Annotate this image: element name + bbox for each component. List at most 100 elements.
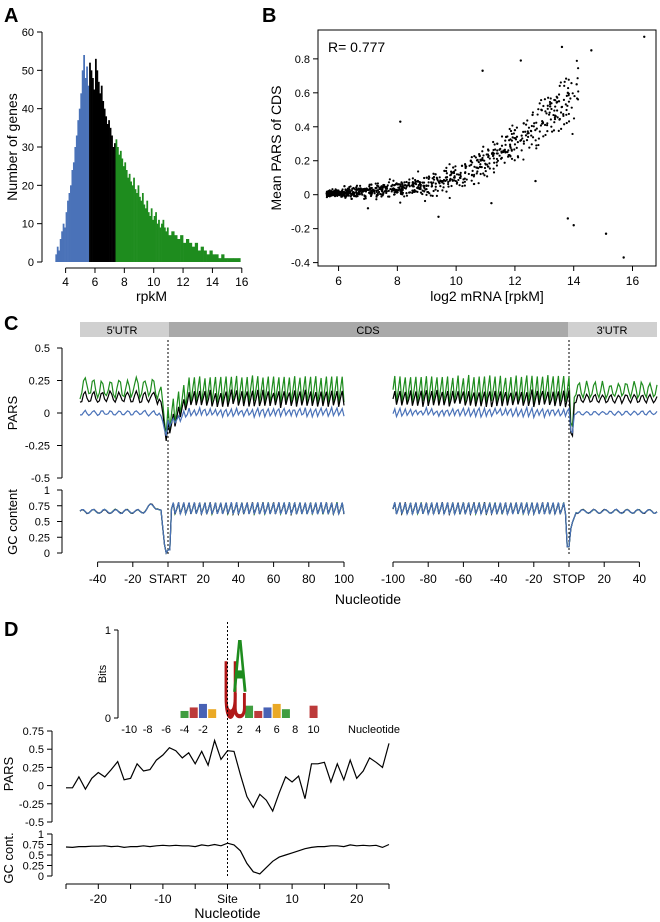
logo-y-title: Bits [97,664,109,683]
histogram-bar [224,258,228,262]
histogram-bar [117,147,119,262]
scatter-point [441,181,444,184]
region-label-cds: CDS [356,325,379,337]
scatter-point [411,181,414,184]
scatter-point [565,108,568,112]
pars-y-tick-label: 0.5 [35,343,50,355]
scatter-point [500,151,503,154]
scatter-point [567,86,570,90]
scatter-point [509,129,513,133]
histogram-bar [130,181,132,262]
scatter-point [519,59,522,62]
histogram-bar [96,70,99,262]
scatter-point [487,155,490,159]
logo-x-tick-label: 4 [255,724,261,736]
scatter-point [425,176,428,179]
scatter-point [399,201,402,204]
right-x-tick-label: -60 [455,572,473,586]
scatter-point [463,184,466,187]
scatter-point [550,130,554,133]
scatter-point [455,182,458,185]
panel-label-c: C [4,313,18,335]
pars-line-right-mid [392,389,658,439]
x-tick-label: 14 [206,275,220,289]
scatter-point [333,193,336,196]
logo-letter-small [245,705,254,718]
scatter-point [509,155,512,158]
scatter-point [346,194,349,197]
histogram-bar [119,150,122,262]
scatter-point [567,120,571,123]
pars-y-tick-label: 0 [44,408,50,420]
scatter-point [418,182,422,185]
histogram-bar [77,120,80,263]
scatter-point [405,194,409,197]
histogram-bar [127,177,130,262]
pars-y-tick-label: -0.5 [25,817,44,829]
scatter-point [459,171,462,175]
scatter-point [535,121,538,124]
logo-letter-A: A [233,623,247,708]
scatter-point [399,120,402,123]
scatter-point [520,149,523,152]
scatter-point [550,107,553,111]
x-axis-title: Nucleotide [335,591,401,607]
scatter-point [375,198,378,201]
y-tick-label: 10 [22,219,34,231]
x-tick-label: 6 [92,275,99,289]
logo-x-tick-label: -8 [143,724,153,736]
scatter-point [542,104,545,108]
scatter-point [480,166,483,169]
scatter-point [429,194,432,197]
scatter-point [470,179,473,182]
scatter-point [516,141,519,144]
scatter-point [390,185,393,188]
histogram-bar [165,231,168,262]
scatter-point [643,35,646,38]
histogram-bar [99,93,102,262]
scatter-point [377,185,380,188]
scatter-point [337,193,340,196]
scatter-point [552,113,555,117]
scatter-point [380,195,383,198]
region-label-5utr: 5'UTR [107,325,138,337]
logo-x-tick-label: 6 [274,724,280,736]
scatter-point [512,132,515,135]
scatter-point [431,177,434,180]
scatter-point [423,190,426,193]
x-tick-label: 8 [394,274,401,288]
scatter-point [366,207,370,210]
scatter-point [504,135,508,139]
left-x-tick-label: -40 [89,572,107,586]
histogram-bar [174,235,178,262]
histogram-bar [149,216,152,262]
scatter-point [374,182,377,185]
histogram-bar [71,170,74,262]
histogram-bar [90,70,93,262]
scatter-point [442,182,445,185]
scatter-point [533,122,536,125]
scatter-point [452,171,456,175]
left-x-tick-label: 20 [197,572,211,586]
scatter-point [511,124,514,127]
panel-c-metagene: 5'UTR CDS 3'UTR 0.5 0.25 0 -0.25 -0.51 0.75 0.5 0.… [5,322,658,607]
scatter-point [540,98,543,102]
scatter-point [380,190,384,193]
scatter-point [463,180,466,183]
scatter-point [508,127,511,131]
scatter-point [331,188,334,191]
scatter-point [484,169,487,173]
histogram-bar [153,216,156,262]
scatter-point [495,164,499,167]
scatter-point [343,194,346,197]
scatter-point [376,182,380,185]
panel-label-b: B [262,5,276,27]
right-x-tick-label: STOP [553,572,585,586]
scatter-point [350,193,353,196]
scatter-point [552,129,556,132]
x-tick-label: 10 [449,274,463,288]
histogram-bar [221,254,225,262]
scatter-point [488,157,491,160]
scatter-point [563,84,566,87]
scatter-point [422,185,425,188]
